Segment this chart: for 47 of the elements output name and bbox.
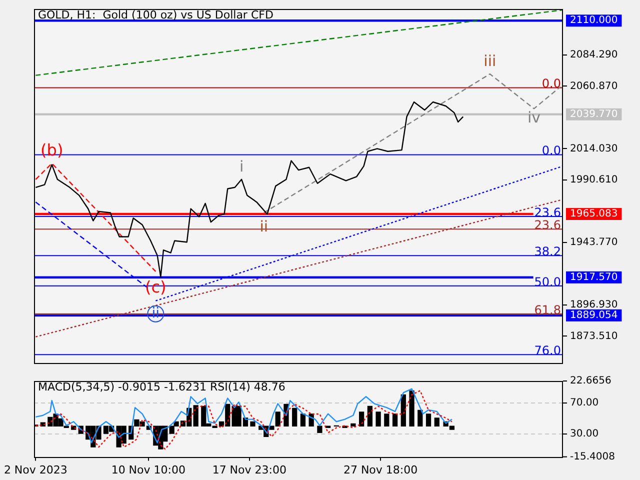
x-tick-label: 27 Nov 18:00	[343, 463, 418, 476]
ref-line-label: 2110.000	[570, 15, 618, 26]
y-tick-label: 2084.290	[570, 50, 618, 61]
x-tick-label: 17 Nov 23:00	[212, 463, 286, 476]
annotation: iii	[484, 52, 496, 70]
annotation: iv	[527, 108, 541, 127]
ref-line-label: 1965.083	[570, 208, 618, 220]
bar	[400, 394, 406, 426]
annotation: 23.6	[534, 218, 561, 232]
y-tick-label: 1943.770	[570, 237, 618, 248]
y-tick-label: 2060.870	[570, 80, 618, 92]
ref-line-label: 1917.570	[570, 272, 618, 283]
y-tick-label: 70.00	[570, 397, 599, 408]
bar	[418, 410, 423, 426]
bar	[367, 406, 372, 426]
bar	[392, 414, 398, 426]
y2-tick-label: -15.4008	[570, 451, 615, 462]
y-tick-label: 1873.510	[570, 330, 618, 342]
annotation: (b)	[40, 140, 64, 160]
x-tick-label: 2 Nov 2023	[4, 463, 68, 476]
bar	[376, 412, 381, 426]
bar	[193, 405, 198, 426]
y-tick-label: 1990.610	[570, 174, 618, 186]
y2-tick-label: 22.6656	[570, 376, 612, 387]
y-tick-label: 2014.030	[570, 143, 618, 154]
bar	[426, 414, 432, 426]
bar	[384, 414, 390, 426]
bar	[350, 423, 356, 426]
annotation: 0.0	[542, 76, 561, 91]
ref-line-label: 2039.770	[570, 108, 618, 120]
bar	[317, 426, 322, 434]
ref-line-label: 1889.054	[570, 310, 618, 322]
annotation: i	[239, 157, 244, 176]
bar	[358, 412, 364, 426]
y-tick-label: 30.00	[570, 428, 599, 440]
annotation: 76.0	[534, 344, 561, 358]
annotation: 38.2	[534, 244, 561, 259]
bar	[300, 414, 306, 426]
chart-title: GOLD, H1: Gold (100 oz) vs US Dollar CFD	[38, 8, 274, 22]
x-tick-label: 10 Nov 10:00	[111, 463, 186, 476]
bar	[250, 421, 256, 426]
y-tick-label: 1896.930	[570, 300, 618, 311]
bar	[434, 418, 440, 426]
bar	[292, 408, 298, 426]
annotation: 0.0	[542, 144, 561, 158]
bar	[409, 390, 414, 426]
chart-title: MACD(5,34,5) -0.9015 -1.6231 RSI(14) 48.76	[38, 380, 286, 394]
